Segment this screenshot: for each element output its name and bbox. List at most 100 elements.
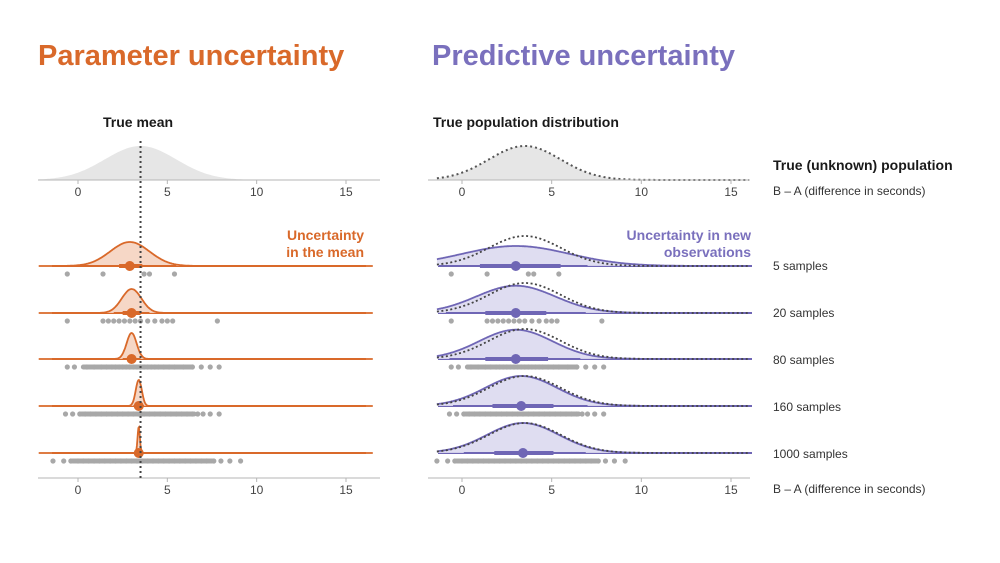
point-estimate <box>510 261 521 271</box>
row-predictive-2 <box>436 282 752 324</box>
density-area <box>436 285 749 313</box>
sample-point <box>536 318 542 324</box>
sample-point <box>554 318 560 324</box>
sample-point <box>484 271 490 277</box>
density-area <box>38 242 373 266</box>
sample-point <box>100 271 106 277</box>
sample-point <box>583 364 589 370</box>
sample-point <box>592 411 598 417</box>
sample-point <box>584 411 591 417</box>
true-population-dotted-curve <box>436 145 749 181</box>
parameter-uncertainty-title: Parameter uncertainty <box>38 40 345 72</box>
sample-point <box>495 318 501 324</box>
sample-point <box>105 318 111 324</box>
sample-point <box>127 318 133 324</box>
sample-point <box>511 318 517 324</box>
sample-point <box>611 458 618 464</box>
sample-point <box>207 411 213 417</box>
point-estimate <box>510 308 521 318</box>
sample-point <box>64 318 70 324</box>
sample-point <box>70 411 76 417</box>
sample-point <box>445 458 451 464</box>
parameter-annotation: Uncertainty in the mean <box>286 227 364 261</box>
row-predictive-5 <box>434 422 752 464</box>
sample-point <box>454 411 460 417</box>
true-mean-label: True mean <box>103 114 174 130</box>
x-tick-label-bottom: 15 <box>724 483 738 497</box>
sample-point <box>61 458 67 464</box>
sample-point <box>214 318 220 324</box>
x-tick-label-bottom: 0 <box>459 483 466 497</box>
x-tick-label-top: 15 <box>724 185 738 199</box>
density-area <box>436 246 749 266</box>
sample-point <box>216 364 222 370</box>
density-area <box>436 376 749 406</box>
true-population-overlay <box>436 328 749 360</box>
sample-point <box>116 318 122 324</box>
sample-point <box>601 364 607 370</box>
sample-point <box>448 364 454 370</box>
sample-point <box>64 271 70 277</box>
point-estimate <box>126 354 137 364</box>
true-population-overlay <box>436 235 749 267</box>
sample-point <box>522 318 528 324</box>
density-area <box>38 289 373 313</box>
density-area <box>38 333 373 359</box>
x-tick-label-bottom: 15 <box>339 483 353 497</box>
x-tick-label-top: 5 <box>548 185 555 199</box>
sample-point <box>170 318 176 324</box>
sample-point <box>195 411 201 417</box>
density-curve <box>38 332 373 360</box>
sample-point <box>171 271 178 277</box>
x-tick-label-top: 5 <box>164 185 171 199</box>
row-label-1000-samples: 1000 samples <box>773 447 848 461</box>
sample-point <box>146 271 153 277</box>
row-parameter-5 <box>38 424 373 464</box>
density-curve <box>38 424 373 454</box>
sample-point <box>198 364 204 370</box>
point-estimate <box>124 261 135 271</box>
sample-point <box>159 318 165 324</box>
sample-point <box>599 318 605 324</box>
x-axis-label-bottom: B – A (difference in seconds) <box>773 482 926 496</box>
true-population-overlay <box>436 422 749 454</box>
predictive-annotation: Uncertainty in new observations <box>627 227 751 261</box>
density-area <box>436 329 749 359</box>
sample-point <box>64 364 70 370</box>
density-area <box>38 427 373 453</box>
sample-point <box>121 318 128 324</box>
row-parameter-2 <box>38 288 373 324</box>
row-parameter-1 <box>38 241 373 277</box>
sample-point <box>579 411 585 417</box>
sample-point <box>556 271 562 277</box>
true-population-label: True (unknown) population <box>773 157 953 173</box>
sample-point <box>489 318 496 324</box>
sample-point <box>622 458 628 464</box>
sample-point <box>448 271 454 277</box>
sample-point <box>525 271 531 277</box>
row-predictive-1 <box>436 235 752 277</box>
predictive-annotation-line1: Uncertainty in new <box>626 227 751 243</box>
x-tick-label-top: 0 <box>459 185 466 199</box>
x-tick-label-top: 10 <box>250 185 264 199</box>
point-estimate <box>516 401 527 411</box>
predictive-uncertainty-title: Predictive uncertainty <box>432 40 735 72</box>
x-tick-label-bottom: 5 <box>164 483 171 497</box>
sample-point <box>218 458 224 464</box>
density-curve <box>38 378 373 407</box>
x-tick-label-top: 15 <box>339 185 353 199</box>
sample-point <box>531 271 537 277</box>
point-estimate <box>133 448 144 458</box>
sample-point <box>602 458 609 464</box>
x-tick-label-bottom: 10 <box>250 483 264 497</box>
sample-point <box>516 318 522 324</box>
sample-point <box>227 458 233 464</box>
row-label-5-samples: 5 samples <box>773 259 828 273</box>
sample-point <box>71 364 78 370</box>
sample-point <box>164 318 170 324</box>
predictive-annotation-line2: observations <box>663 244 751 260</box>
sample-point <box>141 271 147 277</box>
density-area <box>436 423 749 453</box>
true-population-area-parameter <box>38 146 373 180</box>
